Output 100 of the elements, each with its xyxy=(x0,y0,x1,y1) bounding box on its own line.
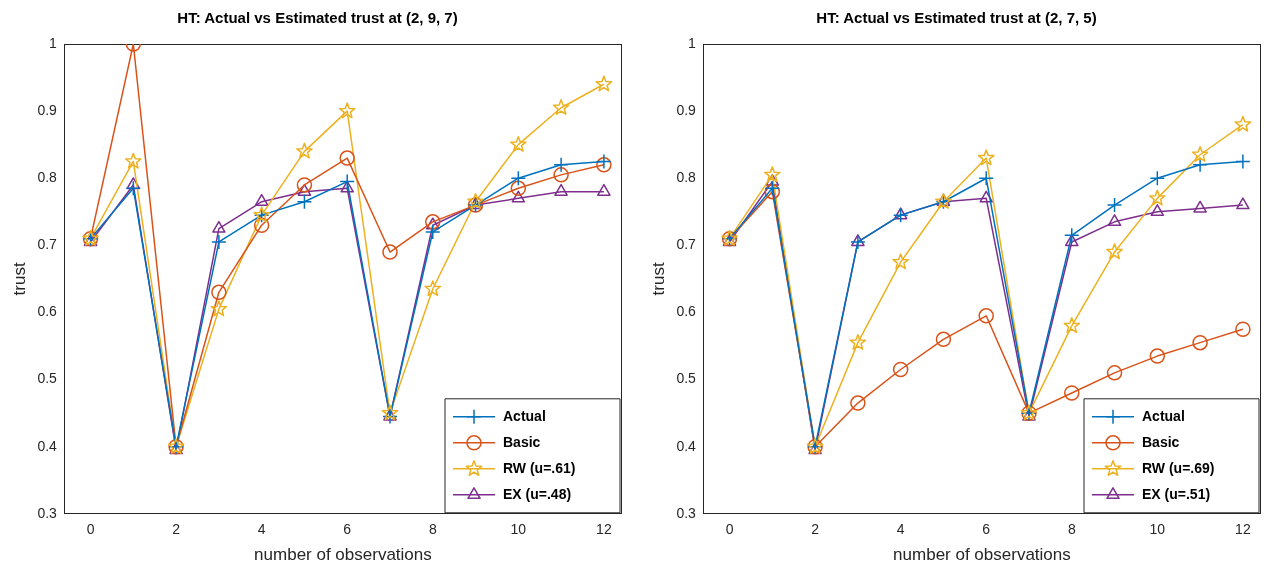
point xyxy=(850,395,866,411)
point xyxy=(382,408,398,425)
x-tick-label: 6 xyxy=(343,521,352,538)
point xyxy=(339,173,355,190)
y-tick-label: 0.7 xyxy=(676,236,697,253)
point xyxy=(1236,197,1250,210)
point xyxy=(211,284,227,301)
point xyxy=(1192,157,1208,173)
point xyxy=(253,217,270,233)
point xyxy=(125,180,142,197)
point xyxy=(553,167,569,183)
point xyxy=(211,234,227,250)
point xyxy=(1106,197,1123,213)
point xyxy=(424,280,442,297)
point xyxy=(1063,317,1081,334)
point xyxy=(510,170,527,186)
point xyxy=(381,404,399,421)
point xyxy=(596,153,612,170)
y-tick-label: 0.4 xyxy=(676,437,697,454)
legend-label: Actual xyxy=(1142,407,1185,424)
x-tick-label: 8 xyxy=(1067,521,1076,538)
y-tick-label: 0.8 xyxy=(37,169,58,186)
point xyxy=(1064,385,1080,401)
y-tick-label: 1 xyxy=(49,34,58,51)
point xyxy=(510,180,527,197)
point xyxy=(467,192,484,209)
x-tick-label: 12 xyxy=(1235,521,1251,538)
x-tick-label: 4 xyxy=(896,521,905,538)
point xyxy=(554,183,568,196)
point xyxy=(382,244,398,260)
legend-label: RW (u=.69) xyxy=(1142,459,1215,476)
legend-label: Actual xyxy=(503,407,546,424)
point xyxy=(1106,243,1123,260)
point xyxy=(978,170,994,186)
legend-label: EX (u=.51) xyxy=(1142,485,1211,502)
x-tick-label: 2 xyxy=(811,521,820,538)
y-tick-label: 0.9 xyxy=(676,101,697,118)
point xyxy=(1148,189,1166,206)
point xyxy=(977,149,995,166)
point xyxy=(552,99,570,115)
point xyxy=(763,166,781,183)
point xyxy=(296,193,313,210)
y-tick-label: 0.8 xyxy=(676,169,697,186)
y-tick-label: 0.7 xyxy=(37,236,58,253)
x-tick-label: 12 xyxy=(596,521,612,538)
point xyxy=(1107,214,1122,227)
point xyxy=(1191,145,1209,162)
chart-title: HT: Actual vs Estimated trust at (2, 7, 5) xyxy=(816,9,1097,27)
point xyxy=(297,183,312,196)
point xyxy=(338,102,356,119)
y-tick-label: 0.3 xyxy=(37,504,58,521)
point xyxy=(509,135,527,152)
y-axis-title: trust xyxy=(9,262,29,296)
y-tick-label: 0.5 xyxy=(676,370,697,387)
x-tick-label: 0 xyxy=(725,521,734,538)
point xyxy=(1192,334,1208,351)
point xyxy=(339,150,355,166)
point xyxy=(1149,170,1166,186)
y-axis-title: trust xyxy=(648,262,668,296)
point xyxy=(979,190,994,203)
point xyxy=(1234,115,1252,132)
y-tick-label: 1 xyxy=(688,34,697,51)
legend-label: Basic xyxy=(503,433,541,450)
point xyxy=(1193,200,1207,213)
point xyxy=(1064,234,1079,247)
point xyxy=(597,183,611,196)
x-tick-label: 0 xyxy=(86,521,95,538)
y-tick-label: 0.4 xyxy=(37,437,58,454)
x-tick-label: 10 xyxy=(1149,521,1166,538)
y-tick-label: 0.6 xyxy=(676,303,697,320)
point xyxy=(425,224,441,240)
chart-title: HT: Actual vs Estimated trust at (2, 9, 7) xyxy=(177,9,458,27)
y-tick-label: 0.9 xyxy=(37,101,58,118)
point xyxy=(511,190,526,203)
point xyxy=(296,177,313,193)
point xyxy=(978,308,994,324)
x-tick-label: 2 xyxy=(172,521,181,538)
point xyxy=(1235,153,1251,170)
y-tick-label: 0.5 xyxy=(37,370,58,387)
legend-label: RW (u=.61) xyxy=(503,459,576,476)
point xyxy=(1235,321,1251,337)
point xyxy=(595,75,613,92)
point xyxy=(212,220,226,233)
x-axis-title: number of observations xyxy=(893,545,1071,565)
point xyxy=(254,193,269,206)
point xyxy=(124,152,142,169)
point xyxy=(892,361,909,378)
point xyxy=(296,142,313,159)
x-tick-label: 6 xyxy=(982,521,991,538)
point xyxy=(849,333,867,350)
point xyxy=(1150,204,1165,217)
point xyxy=(210,300,228,317)
point xyxy=(340,180,355,193)
point xyxy=(1064,227,1080,244)
point xyxy=(553,157,569,173)
point xyxy=(1106,365,1123,381)
x-tick-label: 10 xyxy=(510,521,527,538)
point xyxy=(935,331,952,348)
legend-label: Basic xyxy=(1142,433,1180,450)
x-axis-title: number of observations xyxy=(254,545,432,565)
